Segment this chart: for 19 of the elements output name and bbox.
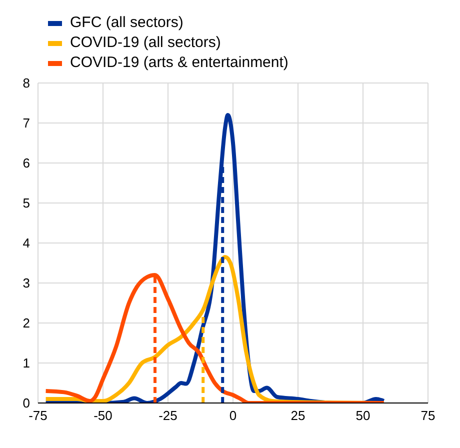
y-tick-label: 8 xyxy=(22,76,30,91)
y-tick-label: 2 xyxy=(22,316,30,331)
x-tick-label: -50 xyxy=(94,408,112,424)
y-tick-label: 7 xyxy=(22,116,30,131)
x-tick-label: 50 xyxy=(356,408,370,424)
legend-label: COVID-19 (arts & entertainment) xyxy=(70,53,288,73)
y-tick-label: 6 xyxy=(22,156,30,171)
legend-label: GFC (all sectors) xyxy=(70,13,184,33)
y-tick-label: 0 xyxy=(22,396,30,411)
y-tick-label: 3 xyxy=(22,276,30,291)
x-tick-label: 25 xyxy=(290,408,306,424)
x-tick-label: 0 xyxy=(229,408,237,424)
x-tick-label: -25 xyxy=(158,408,178,424)
y-tick-label: 1 xyxy=(22,356,30,371)
x-tick-label: -75 xyxy=(28,408,48,424)
x-tick-label: 75 xyxy=(420,408,436,424)
y-tick-label: 4 xyxy=(22,236,30,251)
y-tick-label: 5 xyxy=(22,196,30,211)
legend-label: COVID-19 (all sectors) xyxy=(70,33,221,53)
